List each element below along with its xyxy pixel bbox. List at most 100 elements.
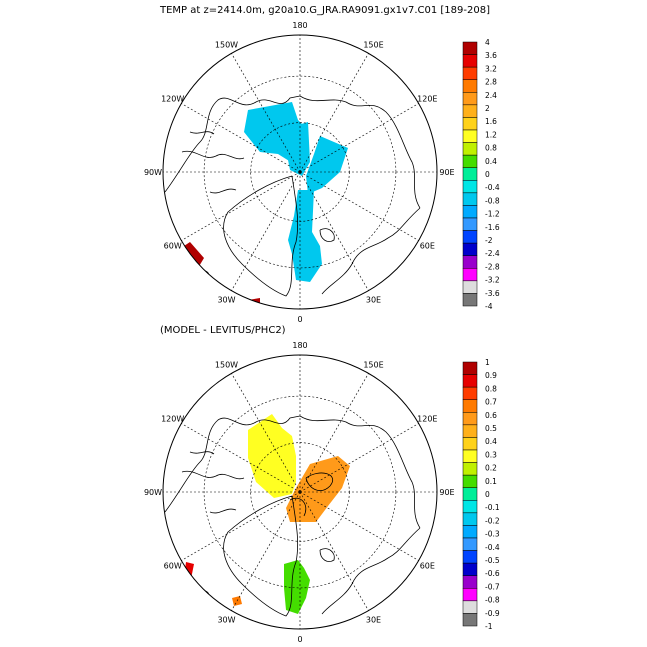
colorbar-swatch — [462, 117, 478, 131]
longitude-label: 90E — [439, 488, 454, 497]
colorbar-swatch — [462, 449, 478, 463]
colorbar-tick-label: -0.4 — [485, 183, 500, 192]
bottom-map-title: (MODEL - LEVITUS/PHC2) — [160, 325, 286, 336]
colorbar-swatch — [462, 66, 478, 80]
contour-line — [305, 472, 333, 491]
longitude-label: 30W — [217, 295, 235, 304]
colorbar-temp: 4 3.6 3.2 2.8 2.4 2 1.6 1.2 0.8 0.4 0 -0.4 -0.8 -1.2 -… — [462, 38, 500, 311]
colorbar-swatch — [462, 437, 478, 451]
longitude-label: 60W — [164, 562, 182, 571]
colorbar-swatch — [462, 374, 478, 388]
colorbar-swatch — [462, 588, 478, 602]
colorbar-tick-label: 1 — [485, 358, 490, 367]
colorbar-swatch — [462, 399, 478, 413]
map-boundary — [162, 354, 438, 630]
longitude-label: 120W — [161, 415, 184, 424]
longitude-label: 90W — [144, 168, 162, 177]
meridian-line — [231, 491, 301, 611]
colorbar-swatch — [462, 104, 478, 118]
colorbar-tick-label: 0.5 — [485, 424, 497, 433]
colorbar-swatch — [462, 192, 478, 206]
longitude-label: 150W — [215, 41, 238, 50]
colorbar-swatch — [462, 462, 478, 476]
colorbar-tick-label: -0.5 — [485, 556, 500, 565]
longitude-label: 120E — [417, 415, 437, 424]
colorbar-tick-label: 3.6 — [485, 51, 497, 60]
coastline-iceland — [195, 270, 210, 281]
longitude-label: 180 — [292, 341, 307, 350]
colorbar-tick-label: 0.8 — [485, 144, 497, 153]
colorbar-swatch — [462, 474, 478, 488]
longitude-label: 0 — [297, 315, 302, 324]
meridian-line — [299, 373, 369, 493]
longitude-label: 60W — [164, 242, 182, 251]
colorbar-tick-label: -2 — [485, 236, 493, 245]
polar-map-diff: 180 150E 120E 90E 60E 30E 0 30W 60W 90W 120W 150W — [144, 341, 455, 644]
colorbar-tick-label: -3.2 — [485, 276, 500, 285]
colorbar-swatch — [462, 600, 478, 614]
colorbar-swatch — [462, 613, 478, 627]
coastline-greenland — [223, 175, 299, 297]
colorbar-tick-label: -1 — [485, 622, 493, 631]
meridian-line — [299, 103, 419, 173]
colorbar-swatch — [462, 180, 478, 194]
colorbar-tick-label: -0.7 — [485, 582, 500, 591]
meridian-line — [299, 423, 419, 493]
colorbar-tick-label: -0.9 — [485, 609, 500, 618]
colorbar-swatch — [462, 500, 478, 514]
coastline-scandinavia — [321, 207, 421, 295]
colorbar-tick-label: -2.4 — [485, 249, 500, 258]
colorbar-tick-label: 1.6 — [485, 117, 497, 126]
colorbar-swatch — [462, 550, 478, 564]
cyan-patch-amundsen — [306, 136, 348, 194]
coastline-siberia — [299, 95, 421, 209]
colorbar-tick-label: -0.2 — [485, 516, 500, 525]
longitude-label: 60E — [420, 242, 435, 251]
colorbar-tick-label: -4 — [485, 302, 493, 311]
cyan-patch-makarov — [286, 122, 310, 176]
colorbar-tick-label: 0 — [485, 490, 490, 499]
coastline-siberia — [299, 415, 421, 529]
colorbar-swatch — [462, 129, 478, 143]
longitude-label: 30E — [366, 615, 381, 624]
meridian-line — [181, 103, 301, 173]
colorbar-swatch — [462, 205, 478, 219]
colorbar-swatch — [462, 79, 478, 93]
colorbar-tick-label: -1.6 — [485, 223, 500, 232]
longitude-label: 150E — [363, 361, 383, 370]
colorbar-swatch — [462, 512, 478, 526]
longitude-label: 30W — [217, 615, 235, 624]
polar-map-temp: 180 150E 120E 90E 60E 30E 0 30W 60W 90W 120W 150W — [144, 21, 455, 324]
colorbar-swatch — [462, 54, 478, 68]
colorbar-tick-label: -0.4 — [485, 543, 500, 552]
colorbar-swatch — [462, 386, 478, 400]
longitude-label: 90E — [439, 168, 454, 177]
longitude-label: 0 — [297, 635, 302, 644]
colorbar-swatch — [462, 167, 478, 181]
meridian-line — [299, 491, 369, 611]
colorbar-swatch — [462, 255, 478, 269]
longitude-label: 60E — [420, 562, 435, 571]
latitude-circle — [203, 395, 397, 589]
colorbar-tick-label: 0.7 — [485, 398, 497, 407]
map-boundary — [162, 34, 438, 310]
cyan-patch-nansen — [288, 190, 322, 282]
colorbar-tick-label: -0.1 — [485, 503, 500, 512]
colorbar-swatch — [462, 487, 478, 501]
longitude-label: 30E — [366, 295, 381, 304]
meridian-line — [299, 53, 369, 173]
longitude-label: 180 — [292, 21, 307, 30]
colorbar-diff: 1 0.9 0.8 0.7 0.6 0.5 0.4 0.3 0.2 0.1 0 -0.1 -0.2 -0.… — [462, 358, 500, 631]
meridian-line — [299, 171, 369, 291]
colorbar-tick-label: 0.3 — [485, 450, 497, 459]
coastline-svalbard — [319, 548, 335, 562]
longitude-label: 150W — [215, 361, 238, 370]
colorbar-tick-label: 0.1 — [485, 477, 497, 486]
colorbar-tick-label: -0.8 — [485, 196, 500, 205]
coastline-iceland — [195, 590, 210, 601]
top-map-title: TEMP at z=2414.0m, g20a10.G_JRA.RA9091.g… — [160, 5, 490, 16]
colorbar-tick-label: 2 — [485, 104, 490, 113]
colorbar-tick-label: -2.8 — [485, 262, 500, 271]
colorbar-tick-label: 0.9 — [485, 371, 497, 380]
